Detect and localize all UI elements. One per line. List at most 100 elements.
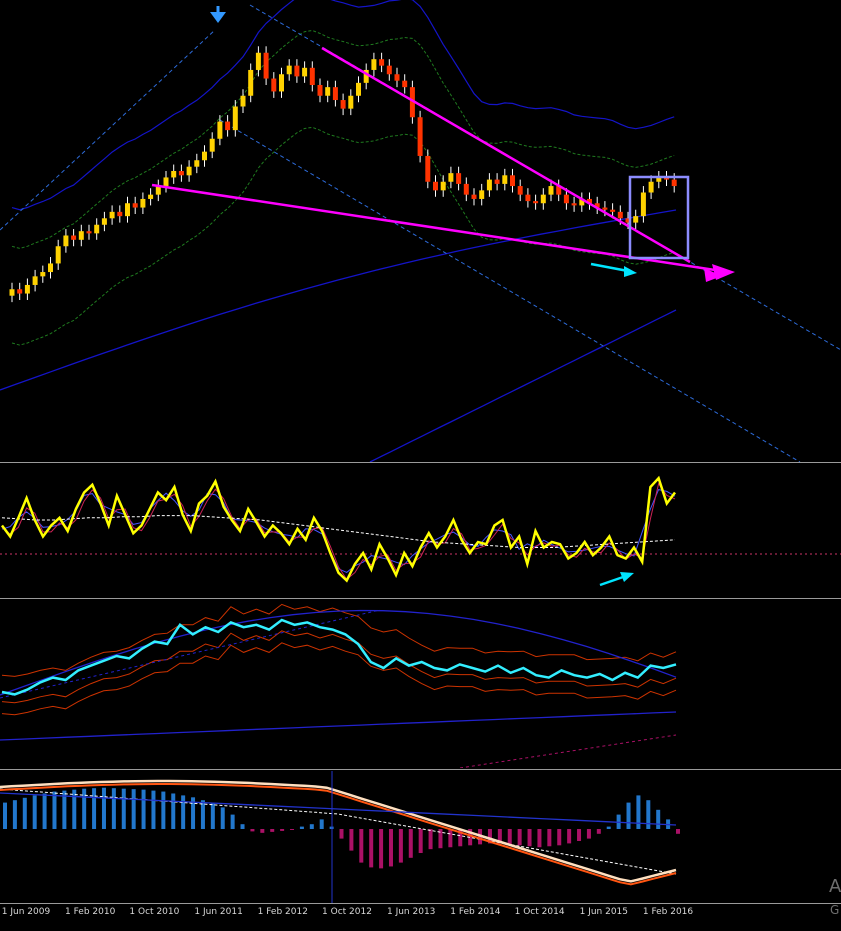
- candle-body: [479, 190, 485, 199]
- macd-histogram-bar: [557, 829, 562, 846]
- macd-histogram-bar: [596, 829, 601, 834]
- watermark-line-2: G: [830, 903, 840, 917]
- candle-body: [433, 181, 438, 191]
- macd-histogram-bar: [62, 790, 67, 829]
- macd-histogram-bar: [309, 824, 314, 829]
- candle-body: [140, 198, 146, 208]
- oscillator-2-main-line: [1, 618, 677, 696]
- macd-histogram-bar: [52, 791, 57, 829]
- macd-histogram-bar: [151, 790, 156, 829]
- macd-histogram-bar: [388, 829, 393, 867]
- oscillator-signal-line-2: [1, 482, 676, 581]
- macd-histogram-bar: [111, 788, 116, 829]
- breakout-arrowhead: [624, 266, 637, 277]
- macd-histogram-bar: [537, 829, 542, 848]
- macd-histogram-bar: [487, 829, 492, 844]
- candle-body: [548, 186, 554, 195]
- candle-body: [394, 74, 400, 81]
- macd-histogram-bar: [220, 807, 225, 829]
- inner-band-upper: [11, 29, 675, 249]
- candle-body: [109, 211, 115, 219]
- candle-body: [486, 179, 492, 191]
- pane-separator[interactable]: [0, 769, 841, 770]
- macd-histogram-bar: [280, 829, 285, 831]
- channel-lower-line: [219, 119, 801, 462]
- top-marker-arrowhead: [210, 12, 226, 23]
- macd-histogram-bar: [22, 797, 27, 829]
- candle-body: [32, 276, 38, 285]
- macd-histogram-bar: [290, 829, 295, 830]
- candle-body: [440, 181, 446, 191]
- macd-histogram-bar: [42, 793, 47, 829]
- candle-body: [294, 65, 300, 77]
- macd-histogram-bar: [586, 829, 591, 839]
- x-tick-label: 1 Jun 2011: [194, 907, 243, 917]
- candle-body: [117, 211, 123, 217]
- macd-histogram-bar: [3, 802, 7, 829]
- candle-body: [155, 186, 161, 195]
- macd-histogram-bar: [379, 829, 384, 869]
- candle-body: [533, 201, 539, 204]
- candle-body: [325, 87, 331, 96]
- candle-body: [232, 106, 238, 131]
- macd-histogram-bar: [131, 789, 136, 829]
- macd-histogram-bar: [32, 795, 37, 829]
- candle-body: [55, 246, 61, 264]
- candle-body: [402, 80, 408, 88]
- macd-histogram-bar: [418, 829, 423, 853]
- pane-separator[interactable]: [0, 462, 841, 463]
- candle-body: [255, 52, 261, 70]
- candle-body: [502, 175, 508, 184]
- candle-body: [656, 177, 662, 182]
- oscillator-arrowhead: [620, 572, 634, 582]
- macd-histogram-bar: [497, 829, 502, 844]
- candle-body: [71, 235, 77, 240]
- x-tick-label: 1 Oct 2012: [322, 907, 372, 917]
- candle-body: [271, 78, 277, 92]
- macd-histogram-bar: [656, 809, 661, 829]
- candle-body: [148, 194, 154, 199]
- candle-body: [556, 186, 562, 195]
- candle-body: [340, 100, 346, 109]
- x-tick-label: 1 Oct 2010: [129, 907, 180, 917]
- macd-histogram-bar: [398, 829, 403, 863]
- candle-body: [594, 203, 600, 208]
- macd-histogram-bar: [438, 829, 443, 849]
- candle-body: [86, 231, 92, 234]
- macd-histogram-bar: [448, 829, 453, 848]
- candle-body: [125, 203, 130, 217]
- x-tick-label: 1 Oct 2014: [514, 907, 565, 917]
- macd-histogram-bar: [517, 829, 522, 846]
- candle-body: [610, 209, 616, 212]
- upper-envelope-line: [11, 0, 675, 211]
- macd-histogram-bar: [299, 826, 304, 829]
- macd-histogram-bar: [646, 800, 651, 829]
- x-tick-label: 1 Jun 2015: [579, 907, 629, 917]
- candle-body: [317, 85, 323, 96]
- candle-body: [132, 203, 138, 208]
- macd-pane: [0, 771, 841, 903]
- macd-histogram-bar: [468, 829, 473, 846]
- candle-body: [171, 171, 177, 178]
- candle-body: [40, 272, 46, 277]
- x-tick-label: 1 Jun 2013: [386, 907, 436, 917]
- macd-histogram-bar: [12, 800, 17, 829]
- macd-histogram-bar: [369, 829, 374, 868]
- macd-histogram-bar: [121, 788, 126, 829]
- oscillator-arrow: [599, 574, 627, 587]
- x-tick-label: 1 Feb 2014: [450, 907, 501, 917]
- macd-histogram-bar: [567, 829, 572, 844]
- candle-body: [471, 194, 477, 199]
- candle-body: [78, 231, 84, 240]
- candle-body: [510, 175, 515, 187]
- candle-body: [540, 194, 546, 204]
- x-tick-label: 1 Feb 2016: [642, 907, 694, 917]
- candle-body: [386, 65, 392, 75]
- macd-histogram-bar: [339, 829, 344, 839]
- pane-separator[interactable]: [0, 598, 841, 599]
- candle-body: [302, 67, 308, 77]
- candle-body: [24, 284, 30, 294]
- candle-body: [448, 173, 454, 182]
- macd-histogram-bar: [606, 826, 611, 829]
- candle-body: [17, 289, 23, 294]
